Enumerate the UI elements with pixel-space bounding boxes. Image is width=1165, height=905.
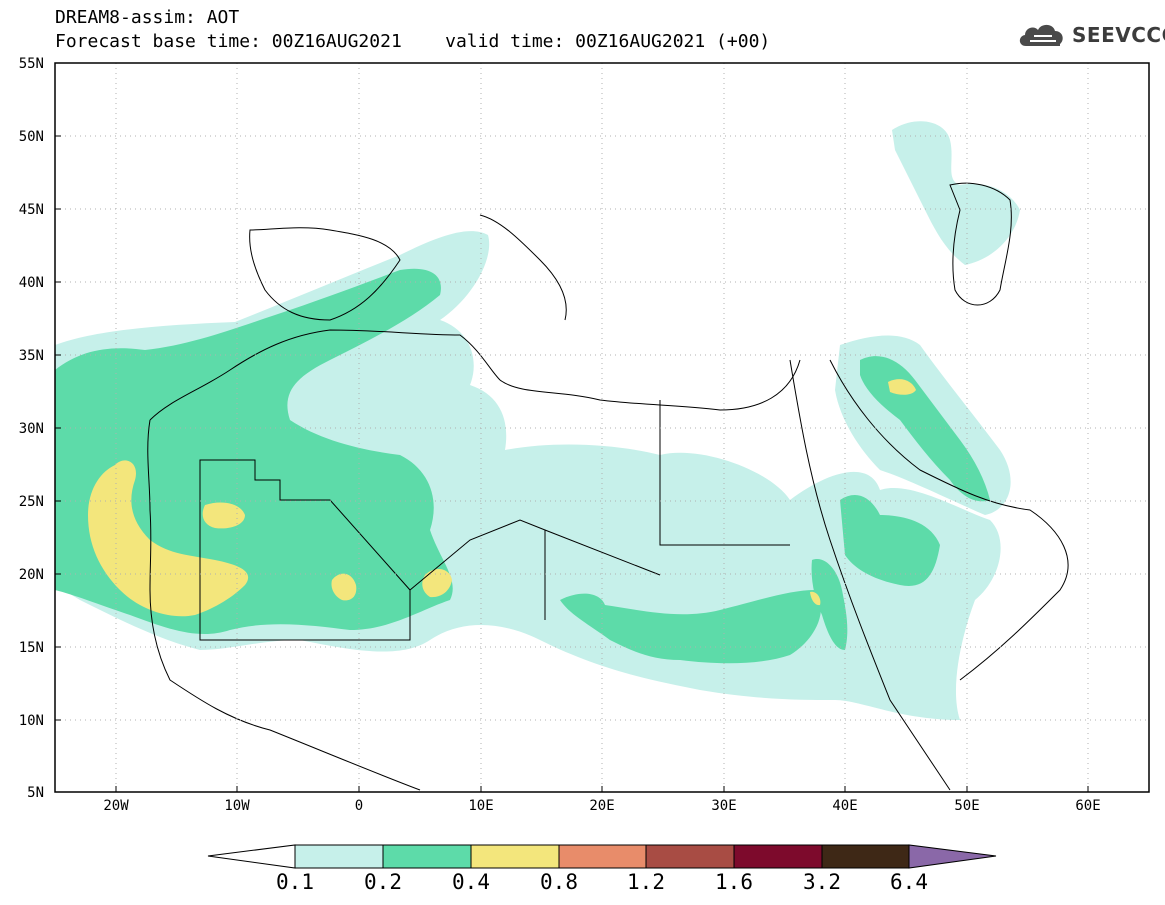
lon-label-60e: 60E (1075, 798, 1101, 814)
aot-contour-0.4-patch4 (422, 568, 452, 598)
lat-label-25n: 25N (18, 494, 44, 510)
lat-label-15n: 15N (18, 640, 44, 656)
lon-label-40e: 40E (832, 798, 858, 814)
coastline-west-africa (147, 419, 421, 791)
coastline-caspian (949, 182, 1012, 306)
lat-label-30n: 30N (18, 421, 44, 437)
colorbar-label-3.2: 3.2 (803, 870, 841, 894)
seevccc-logo: SEEVCCC (1016, 20, 1165, 50)
lat-label-20n: 20N (18, 567, 44, 583)
lat-label-50n: 50N (18, 129, 44, 145)
lat-label-5n: 5N (27, 785, 44, 801)
lat-label-45n: 45N (18, 202, 44, 218)
border-sahara-1 (199, 459, 411, 641)
lon-label-30e: 30E (711, 798, 737, 814)
lon-label-50e: 50E (954, 798, 980, 814)
lon-label-10e: 10E (468, 798, 494, 814)
colorbar-label-0.1: 0.1 (276, 870, 314, 894)
colorbar-label-0.8: 0.8 (540, 870, 578, 894)
logo-text: SEEVCCC (1072, 23, 1165, 47)
lon-label-20e: 20E (589, 798, 615, 814)
cloud-icon (1019, 24, 1063, 46)
coastline-arabia (829, 359, 1069, 681)
title-line1: DREAM8-assim: AOT (55, 7, 240, 28)
coastlines-borders (147, 182, 1069, 791)
coastline-iberia (249, 227, 401, 321)
aot-contour-0.4-redsea (810, 591, 821, 606)
axis-ticks (55, 135, 1089, 792)
aot-contour-0.4-patch2 (202, 502, 245, 529)
aot-contour-0.2 (55, 268, 453, 635)
aot-contour-0.4-patch3 (331, 573, 357, 601)
aot-contour-0.4-west (88, 460, 249, 617)
lon-label-0: 0 (354, 798, 364, 814)
border-egypt-sudan (659, 400, 790, 546)
colorbar-label-0.2: 0.2 (364, 870, 402, 894)
aot-contour-0.1-caspian (892, 121, 1020, 265)
border-sahara-2 (409, 519, 546, 620)
aot-contour-0.2-sahel (560, 590, 821, 664)
aot-contour-0.2-redsea (811, 559, 848, 650)
lat-label-10n: 10N (18, 713, 44, 729)
aot-contour-0.2-arabia (840, 495, 940, 586)
lat-label-40n: 40N (18, 275, 44, 291)
colorbar-label-1.2: 1.2 (627, 870, 665, 894)
lon-label-20w: 20W (103, 798, 129, 814)
lat-label-55n: 55N (18, 56, 44, 72)
border-libya (544, 529, 661, 576)
title-line2: Forecast base time: 00Z16AUG2021 valid t… (55, 31, 771, 52)
coastline-north-africa (149, 329, 801, 421)
colorbar-label-0.4: 0.4 (452, 870, 490, 894)
aot-contour-0.4-iraq (888, 379, 916, 395)
aot-field (55, 121, 1020, 720)
coastline-italy (479, 214, 567, 321)
lon-label-10w: 10W (224, 798, 250, 814)
colorbar-label-1.6: 1.6 (715, 870, 753, 894)
coastline-red-sea (789, 359, 951, 791)
lat-label-35n: 35N (18, 348, 44, 364)
colorbar-label-6.4: 6.4 (890, 870, 928, 894)
